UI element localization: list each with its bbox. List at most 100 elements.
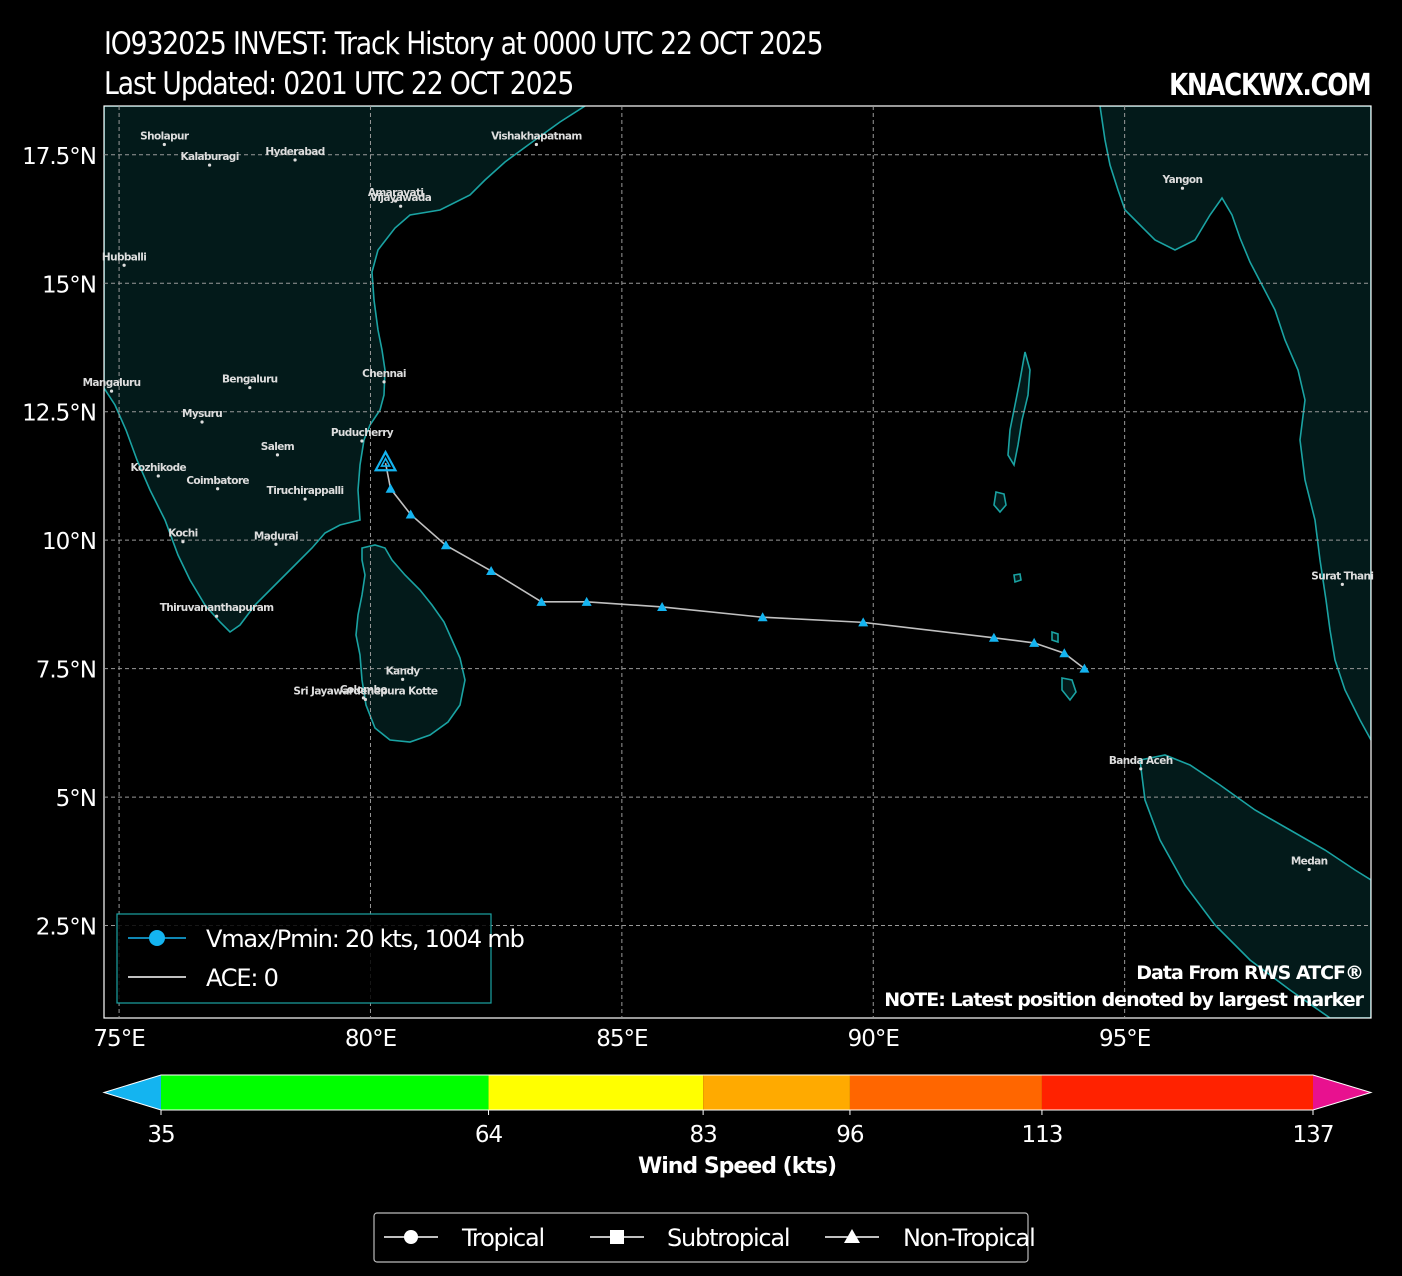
land-sri-lanka <box>355 544 466 743</box>
colorbar-segment <box>1041 1075 1313 1110</box>
lat-tick-label: 10°N <box>42 529 96 555</box>
city-label: Thiruvananthapuram <box>160 602 274 614</box>
city-label: Sri Jayawardenepura Kotte <box>293 685 438 697</box>
legend-subtropical: Subtropical <box>667 1224 789 1252</box>
city-label: Mangaluru <box>83 377 141 389</box>
city-label: Vijayawada <box>370 192 432 204</box>
lat-tick-label: 12.5°N <box>22 401 96 427</box>
title-line-2: Last Updated: 0201 UTC 22 OCT 2025 <box>104 66 574 102</box>
city-label: Surat Thani <box>1311 570 1373 582</box>
city-dot <box>534 142 538 147</box>
city-label: Colombo <box>340 684 388 696</box>
city-dot <box>1340 582 1344 586</box>
brand-label: KNACKWX.COM <box>1168 68 1371 103</box>
land-layer <box>104 106 1371 1018</box>
city-dot <box>363 697 368 702</box>
city-label: Yangon <box>1162 174 1203 186</box>
city-label: Salem <box>261 441 295 453</box>
land-car-nicobar <box>1013 573 1022 584</box>
city-dot <box>274 542 278 546</box>
city-label: Hyderabad <box>265 146 324 158</box>
city-label: Kalaburagi <box>180 151 238 163</box>
city-dot <box>1180 186 1185 190</box>
lon-tick-label: 95°E <box>1099 1026 1151 1052</box>
track-point-marker <box>536 596 547 606</box>
land-india <box>104 106 587 634</box>
track-point-marker <box>1029 637 1040 647</box>
land-myanmar <box>1099 106 1371 741</box>
title-line-1: IO932025 INVEST: Track History at 0000 U… <box>104 26 824 62</box>
city-dot <box>122 263 126 267</box>
tropical-circle-icon <box>404 1230 418 1244</box>
lat-tick-label: 15°N <box>42 272 96 298</box>
city-dot <box>360 439 364 443</box>
city-dot <box>109 389 114 393</box>
city-dot <box>394 199 398 203</box>
map-frame <box>103 105 1372 1019</box>
city-dot <box>293 158 297 162</box>
city-dot <box>1307 867 1311 872</box>
lon-tick-label: 90°E <box>848 1026 900 1052</box>
colorbar-tick-label: 113 <box>1021 1122 1062 1148</box>
city-dot <box>162 142 166 147</box>
axis-tick-labels: 75°E 80°E 85°E 90°E 95°E 17.5°N 15°N 12.5°N 10°N… <box>22 144 1152 1052</box>
storm-type-legend: Tropical Subtropical Non-Tropical <box>373 1212 1036 1263</box>
track-point-marker <box>757 612 768 622</box>
legend-ace-text: ACE: 0 <box>206 964 278 992</box>
city-label: Amaravati <box>368 187 424 199</box>
land-sumatra <box>1139 754 1371 1018</box>
legend-vmax-text: Vmax/Pmin: 20 kts, 1004 mb <box>206 925 524 953</box>
legend-tropical: Tropical <box>461 1224 544 1252</box>
lon-tick-label: 85°E <box>596 1026 648 1052</box>
colorbar-segment <box>703 1075 850 1110</box>
latest-position-note: NOTE: Latest position denoted by largest… <box>884 989 1364 1011</box>
track-line <box>384 462 1085 670</box>
colorbar-tick-label: 35 <box>147 1122 174 1148</box>
lon-tick-label: 80°E <box>345 1026 397 1052</box>
city-label: Bengaluru <box>222 374 278 386</box>
city-label: Banda Aceh <box>1109 755 1173 767</box>
city-label: Puducherry <box>331 427 394 439</box>
city-label: Sholapur <box>140 131 190 143</box>
land-andaman <box>1007 351 1031 468</box>
track-point-marker <box>581 596 592 606</box>
track-point-marker <box>1079 663 1090 673</box>
land-nancowry <box>1051 630 1059 644</box>
track-point-marker <box>385 483 396 493</box>
map-legend: Vmax/Pmin: 20 kts, 1004 mb ACE: 0 <box>116 913 525 1004</box>
city-label: Madurai <box>254 530 298 542</box>
track-point-marker <box>405 509 416 519</box>
colorbar-segment <box>849 1075 1042 1110</box>
colorbar-under-arrow <box>104 1075 161 1110</box>
colorbar-tick-label: 83 <box>689 1122 716 1148</box>
track-point-marker <box>486 565 497 575</box>
city-label: Hubballi <box>102 251 146 263</box>
city-label: Chennai <box>362 368 406 380</box>
city-label: Tiruchirappalli <box>267 485 344 497</box>
city-label: Medan <box>1291 856 1328 868</box>
legend-marker-icon <box>149 930 165 946</box>
latest-position-inner-marker <box>380 456 391 467</box>
colorbar-tick-label: 96 <box>836 1122 864 1148</box>
city-dot <box>275 453 280 457</box>
city-label: Mysuru <box>182 408 222 420</box>
city-label: Kandy <box>386 665 421 677</box>
colorbar-segment <box>161 1075 489 1110</box>
city-dot <box>156 474 160 478</box>
city-dot <box>207 163 212 167</box>
city-dot <box>181 540 185 544</box>
colorbar-tick-label: 137 <box>1293 1122 1334 1148</box>
city-dot <box>215 614 219 618</box>
city-dot <box>303 497 307 501</box>
city-label: Coimbatore <box>186 475 249 487</box>
city-dot <box>248 385 252 390</box>
track-point-marker <box>988 632 999 642</box>
nontropical-triangle-icon <box>844 1229 860 1243</box>
land-great-nicobar <box>1061 677 1077 702</box>
track-point-marker <box>1059 648 1070 658</box>
land-little-andaman <box>993 491 1007 514</box>
data-source-note: Data From RWS ATCF® <box>1136 962 1363 984</box>
storm-track <box>373 449 1090 673</box>
city-labels: Sholapur Kalaburagi Hyderabad Vishakhapatna… <box>83 131 1374 872</box>
